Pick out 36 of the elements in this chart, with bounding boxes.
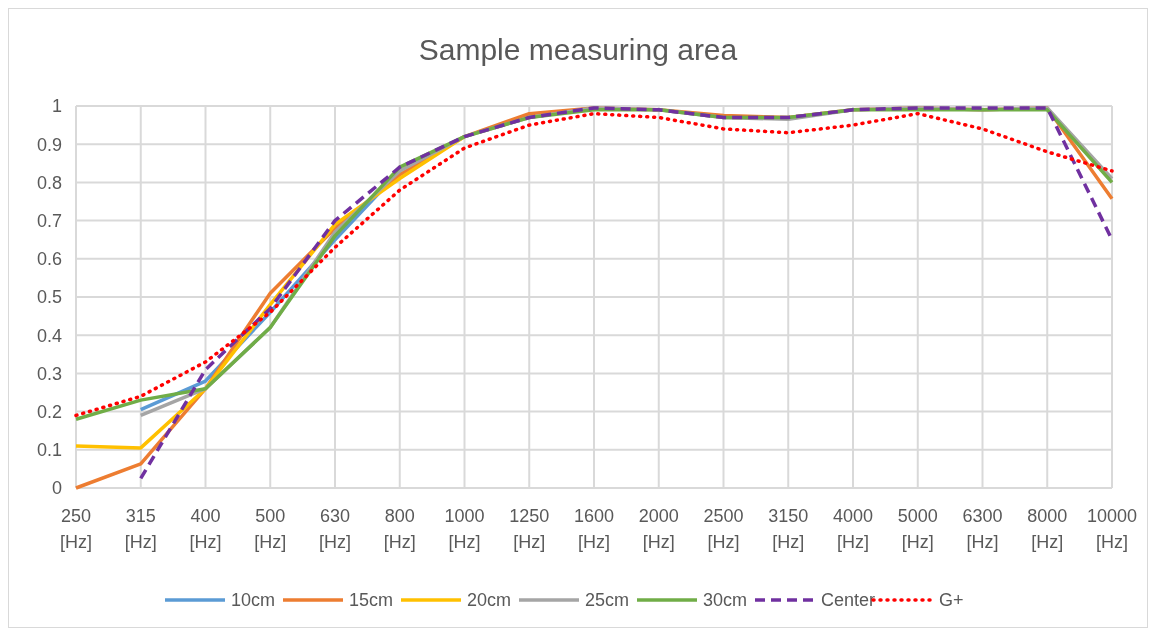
x-tick-label: 250 [Hz] bbox=[59, 506, 93, 552]
x-tick-label: 2500 [Hz] bbox=[703, 506, 744, 552]
y-tick-label: 0.7 bbox=[36, 210, 62, 231]
legend-label: 25cm bbox=[585, 590, 630, 611]
x-tick-label: 10000 [Hz] bbox=[1086, 506, 1138, 552]
y-tick-label: 0.4 bbox=[36, 325, 62, 346]
x-tick-label: 6300 [Hz] bbox=[962, 506, 1003, 552]
x-tick-label: 1250 [Hz] bbox=[509, 506, 550, 552]
x-tick-label: 315 [Hz] bbox=[124, 506, 157, 552]
y-tick-label: 0.3 bbox=[36, 363, 62, 384]
legend-label: 15cm bbox=[349, 590, 394, 611]
x-tick-label: 1000 [Hz] bbox=[444, 506, 485, 552]
x-tick-label: 800 [Hz] bbox=[383, 506, 416, 552]
x-tick-label: 8000 [Hz] bbox=[1027, 506, 1068, 552]
legend-label: 20cm bbox=[467, 590, 512, 611]
x-tick-label: 4000 [Hz] bbox=[832, 506, 874, 552]
legend-label: 30cm bbox=[703, 590, 748, 611]
y-tick-label: 0.2 bbox=[36, 401, 62, 422]
x-tick-label: 2000 [Hz] bbox=[638, 506, 679, 552]
y-tick-label: 0.5 bbox=[36, 287, 62, 308]
x-tick-label: 5000 [Hz] bbox=[897, 506, 938, 552]
legend-label: G+ bbox=[939, 590, 964, 611]
legend-label: 10cm bbox=[231, 590, 276, 611]
x-tick-label: 500 [Hz] bbox=[254, 506, 287, 552]
x-tick-label: 630 [Hz] bbox=[318, 506, 352, 552]
x-tick-label: 3150 [Hz] bbox=[768, 506, 809, 552]
chart-title: Sample measuring area bbox=[418, 33, 738, 66]
y-tick-label: 0.1 bbox=[36, 440, 62, 461]
y-tick-label: 0.8 bbox=[36, 172, 62, 193]
x-tick-label: 400 [Hz] bbox=[189, 506, 222, 552]
legend-label: Center bbox=[821, 590, 876, 611]
y-tick-label: 0.9 bbox=[36, 134, 62, 155]
y-tick-label: 1 bbox=[51, 96, 62, 117]
y-tick-label: 0 bbox=[51, 478, 62, 499]
x-tick-label: 1600 [Hz] bbox=[573, 506, 615, 552]
y-tick-label: 0.6 bbox=[36, 249, 62, 270]
